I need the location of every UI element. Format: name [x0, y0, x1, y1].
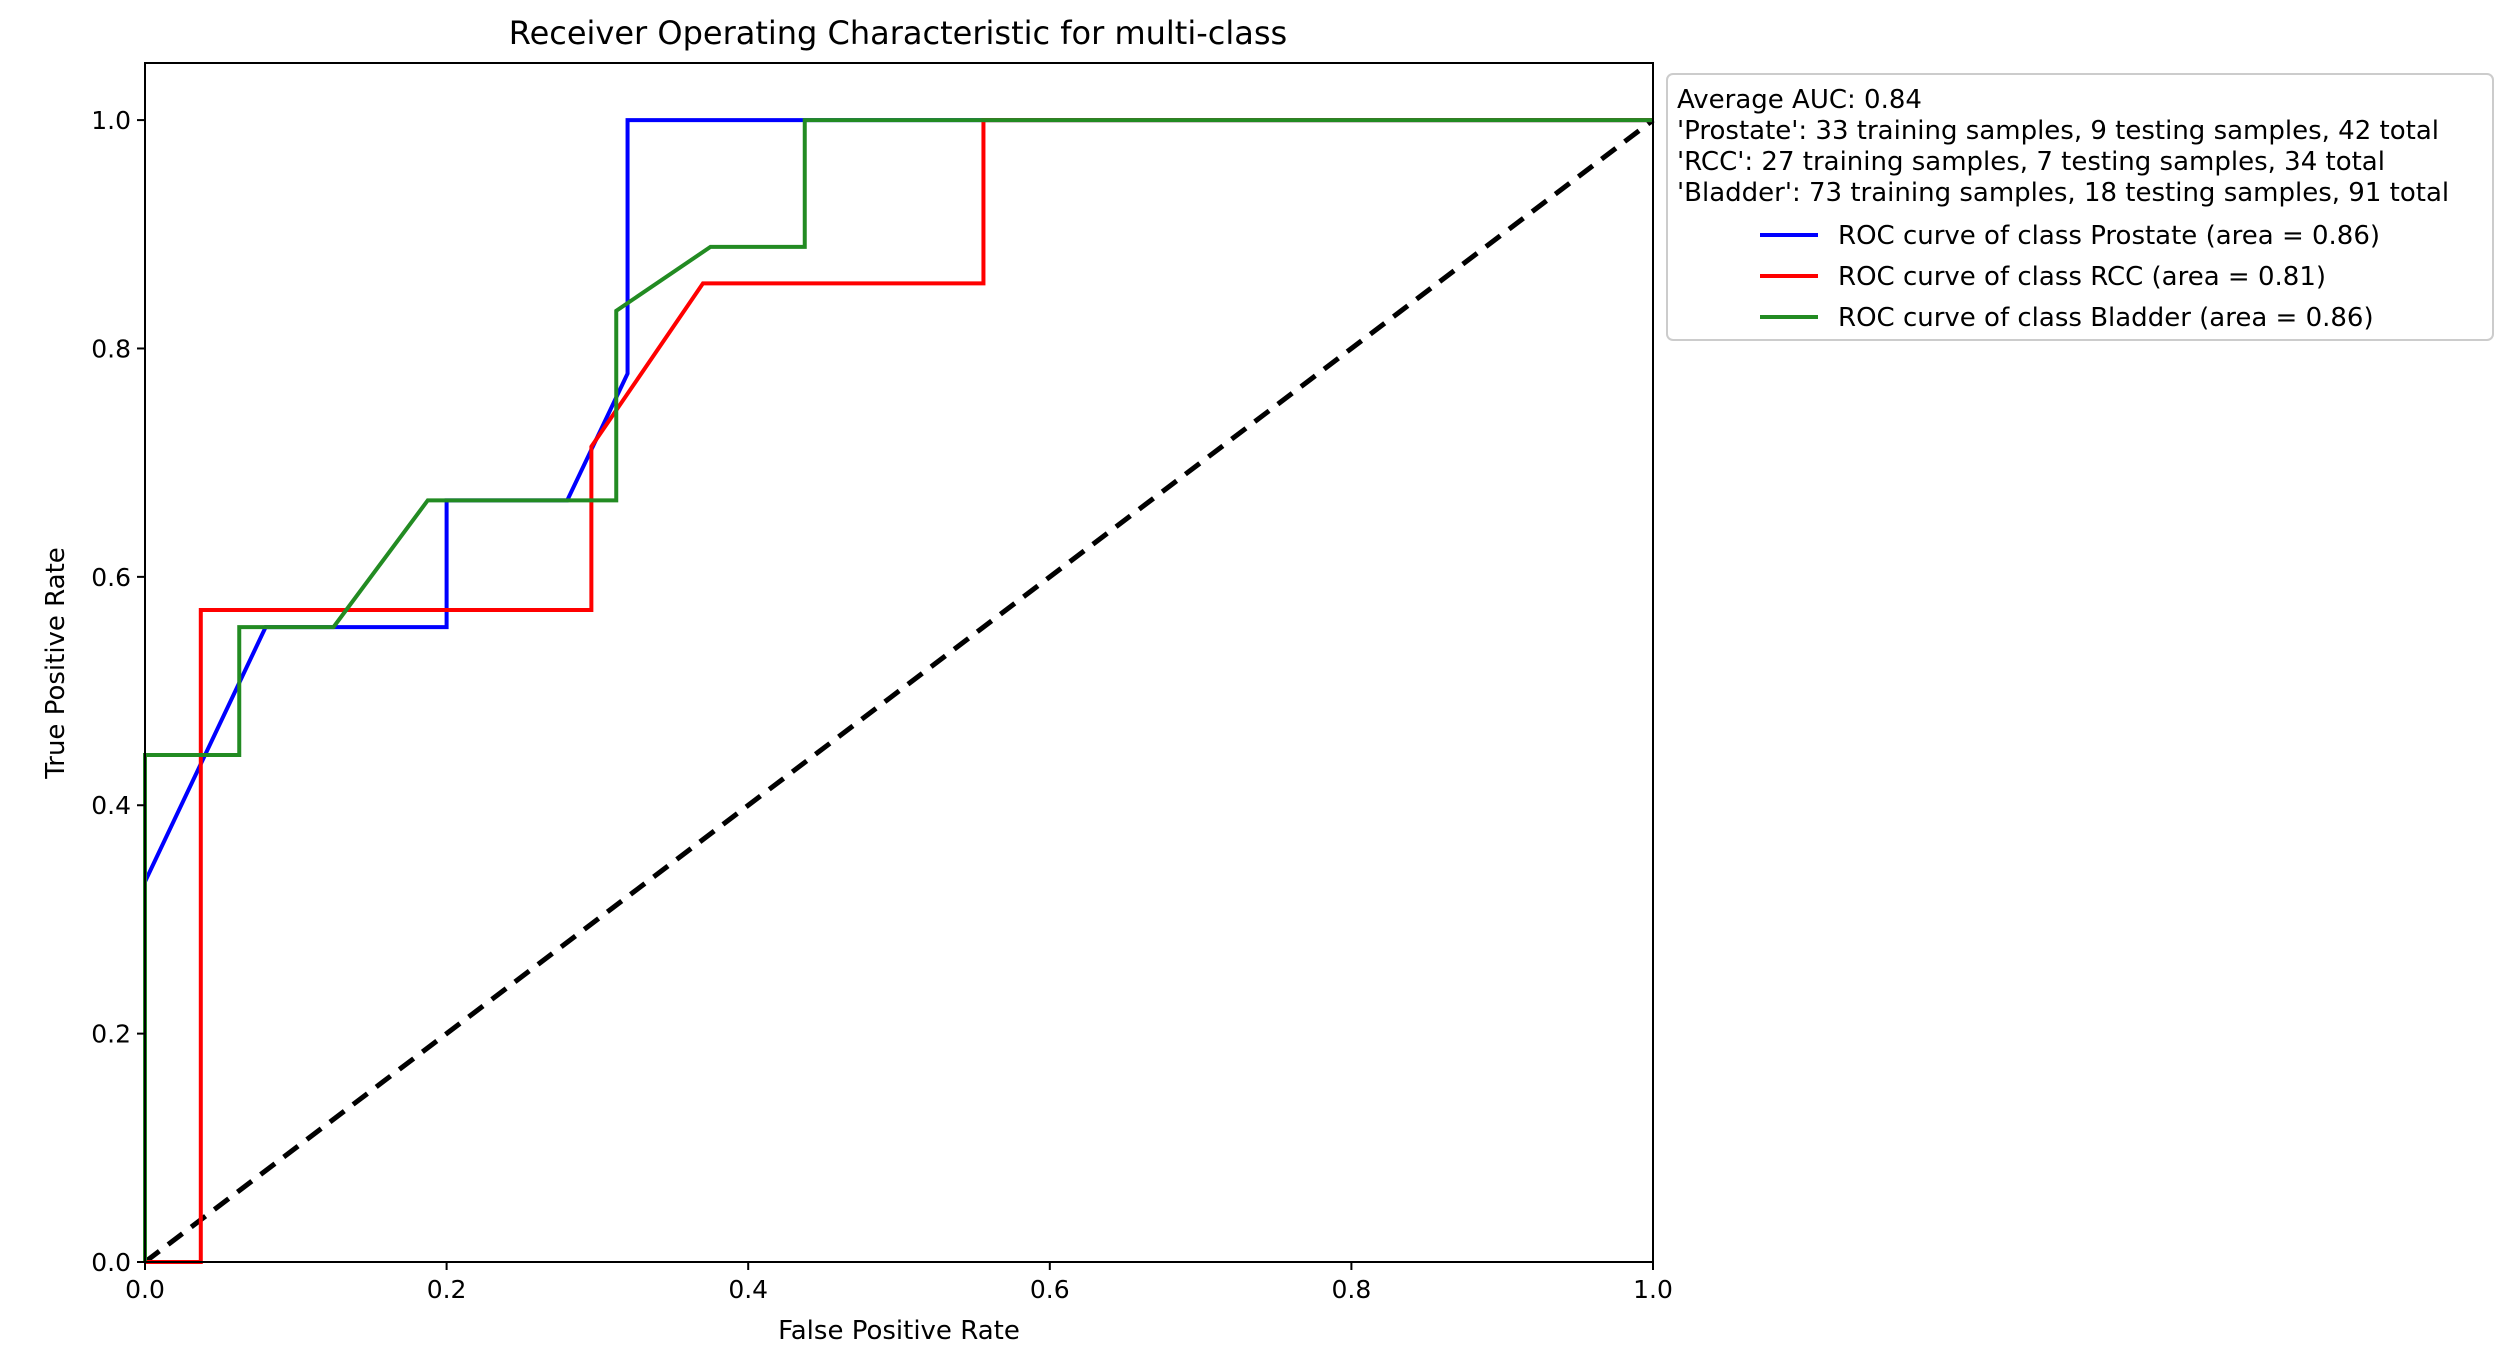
y-tick-label-0-2: 0.2 — [91, 1020, 131, 1049]
legend-note-rcc: 'RCC': 27 training samples, 7 testing sa… — [1677, 147, 2385, 177]
legend-label-prostate: ROC curve of class Prostate (area = 0.86… — [1838, 221, 2380, 251]
roc-curve-rcc — [145, 118, 1653, 1264]
legend-note-average-auc: Average AUC: 0.84 — [1677, 85, 1922, 115]
reference-diagonal-line — [143, 118, 1655, 1264]
y-tick-label-0-4: 0.4 — [91, 791, 131, 820]
legend-label-rcc: ROC curve of class RCC (area = 0.81) — [1838, 262, 2326, 292]
legend-note-bladder: 'Bladder': 73 training samples, 18 testi… — [1677, 178, 2449, 208]
y-tick-label-0-6: 0.6 — [91, 563, 131, 592]
x-tick-label-0-0: 0.0 — [125, 1275, 165, 1304]
chart-title: Receiver Operating Characteristic for mu… — [509, 14, 1287, 52]
x-tick-label-1-0: 1.0 — [1633, 1275, 1673, 1304]
y-tick-label-1-0: 1.0 — [91, 106, 131, 135]
legend-label-bladder: ROC curve of class Bladder (area = 0.86) — [1838, 303, 2374, 333]
y-axis-label: True Positive Rate — [41, 547, 71, 780]
plot-frame — [144, 62, 1654, 1263]
y-tick-label-0-8: 0.8 — [91, 334, 131, 363]
x-axis-ticks: 0.0 0.2 0.4 0.6 0.8 1.0 — [125, 1262, 1673, 1304]
x-axis-label: False Positive Rate — [778, 1316, 1020, 1346]
x-tick-label-0-4: 0.4 — [728, 1275, 768, 1304]
legend-note-prostate: 'Prostate': 33 training samples, 9 testi… — [1677, 116, 2439, 146]
x-tick-label-0-6: 0.6 — [1030, 1275, 1070, 1304]
x-tick-label-0-8: 0.8 — [1332, 1275, 1372, 1304]
y-tick-label-0-0: 0.0 — [91, 1248, 131, 1277]
legend-entries: ROC curve of class Prostate (area = 0.86… — [1760, 221, 2380, 333]
legend: Average AUC: 0.84 'Prostate': 33 trainin… — [1666, 73, 2494, 341]
x-tick-label-0-2: 0.2 — [427, 1275, 467, 1304]
plot-lines — [143, 118, 1655, 1264]
y-axis-ticks: 0.0 0.2 0.4 0.6 0.8 1.0 — [91, 106, 145, 1277]
legend-box — [1666, 73, 2494, 341]
roc-curve-bladder — [143, 118, 1653, 1262]
